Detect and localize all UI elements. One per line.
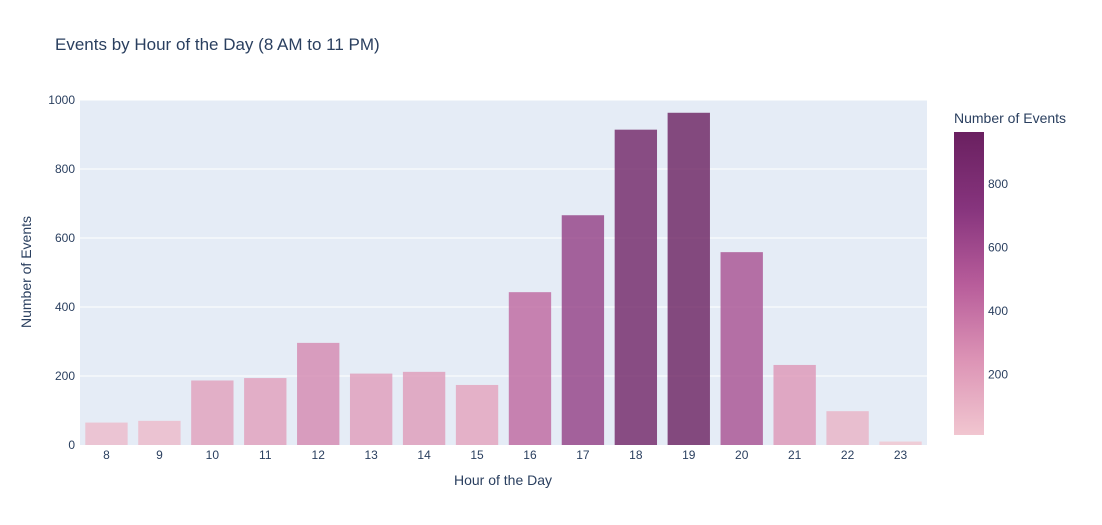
bar-22 [826, 411, 869, 445]
bar-23 [879, 441, 922, 445]
bar-9 [138, 420, 181, 445]
x-tick-label: 19 [682, 448, 696, 462]
bar-14 [402, 371, 446, 445]
x-tick-label: 18 [629, 448, 643, 462]
bar-10 [191, 380, 234, 445]
colorbar-ticks: 200 400 600 800 [988, 177, 1008, 382]
y-tick-label: 600 [55, 231, 75, 245]
chart-title: Events by Hour of the Day (8 AM to 11 PM… [55, 35, 380, 54]
y-tick-label: 1000 [48, 93, 75, 107]
x-tick-label: 8 [103, 448, 110, 462]
x-tick-label: 10 [206, 448, 220, 462]
x-axis-label: Hour of the Day [454, 472, 552, 488]
y-tick-label: 800 [55, 162, 75, 176]
colorbar [954, 132, 984, 435]
bar-16 [508, 292, 552, 445]
x-tick-label: 21 [788, 448, 802, 462]
x-tick-label: 11 [259, 448, 272, 462]
x-tick-label: 12 [312, 448, 326, 462]
y-tick-label: 0 [68, 438, 75, 452]
bar-8 [85, 422, 128, 445]
x-tick-label: 14 [417, 448, 431, 462]
bar-17 [561, 215, 605, 445]
x-tick-label: 22 [841, 448, 855, 462]
x-tick-label: 16 [523, 448, 537, 462]
y-axis-label: Number of Events [18, 216, 34, 328]
colorbar-title: Number of Events [954, 110, 1066, 126]
bar-19 [667, 112, 710, 445]
bar-18 [614, 129, 658, 446]
bar-12 [297, 342, 340, 445]
bar-21 [773, 364, 816, 445]
bars [85, 112, 922, 446]
bar-20 [720, 252, 763, 445]
colorbar-tick-label: 400 [988, 304, 1008, 318]
colorbar-tick-label: 800 [988, 177, 1008, 191]
colorbar-tick-label: 600 [988, 240, 1008, 254]
x-tick-label: 23 [894, 448, 908, 462]
x-tick-label: 13 [364, 448, 378, 462]
x-tick-label: 17 [576, 448, 590, 462]
y-axis-ticks: 0 200 400 600 800 1000 [48, 93, 75, 452]
x-tick-label: 20 [735, 448, 749, 462]
x-axis-ticks: 8 9 10 11 12 13 14 15 16 17 18 19 20 21 22 23 [103, 448, 907, 462]
bar-15 [455, 384, 499, 445]
x-tick-label: 15 [470, 448, 484, 462]
colorbar-tick-label: 200 [988, 368, 1008, 382]
y-tick-label: 200 [55, 369, 75, 383]
y-tick-label: 400 [55, 300, 75, 314]
bar-13 [349, 373, 393, 445]
x-tick-label: 9 [156, 448, 163, 462]
bar-11 [244, 378, 287, 445]
